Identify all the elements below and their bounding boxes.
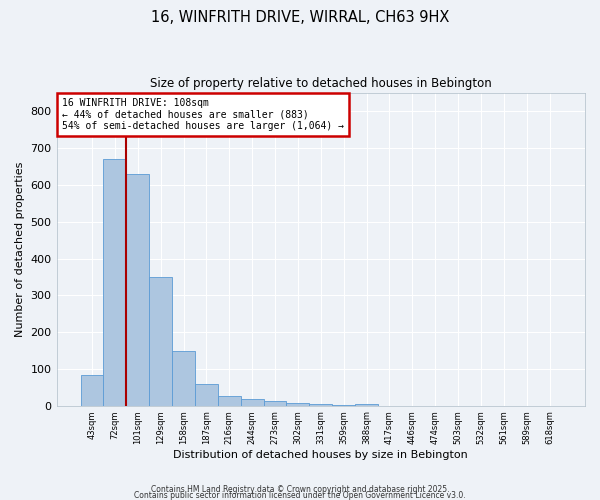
Text: 16 WINFRITH DRIVE: 108sqm
← 44% of detached houses are smaller (883)
54% of semi: 16 WINFRITH DRIVE: 108sqm ← 44% of detac… bbox=[62, 98, 344, 131]
Bar bbox=[127, 174, 149, 406]
Bar bbox=[263, 401, 286, 406]
X-axis label: Distribution of detached houses by size in Bebington: Distribution of detached houses by size … bbox=[173, 450, 468, 460]
Bar bbox=[195, 384, 218, 406]
Bar bbox=[355, 404, 378, 406]
Text: Contains HM Land Registry data © Crown copyright and database right 2025.: Contains HM Land Registry data © Crown c… bbox=[151, 484, 449, 494]
Bar bbox=[286, 403, 310, 406]
Bar bbox=[103, 159, 127, 406]
Y-axis label: Number of detached properties: Number of detached properties bbox=[15, 162, 25, 337]
Bar bbox=[310, 404, 332, 406]
Bar bbox=[80, 375, 103, 406]
Bar bbox=[241, 400, 263, 406]
Bar bbox=[172, 351, 195, 406]
Bar bbox=[218, 396, 241, 406]
Text: Contains public sector information licensed under the Open Government Licence v3: Contains public sector information licen… bbox=[134, 491, 466, 500]
Title: Size of property relative to detached houses in Bebington: Size of property relative to detached ho… bbox=[150, 78, 491, 90]
Bar bbox=[149, 277, 172, 406]
Text: 16, WINFRITH DRIVE, WIRRAL, CH63 9HX: 16, WINFRITH DRIVE, WIRRAL, CH63 9HX bbox=[151, 10, 449, 25]
